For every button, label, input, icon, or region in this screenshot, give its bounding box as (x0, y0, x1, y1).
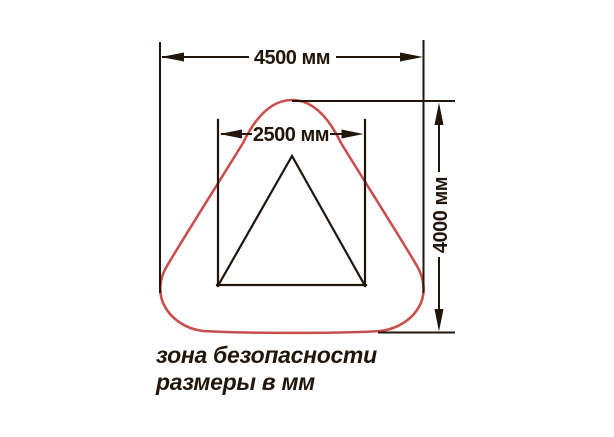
dimension-label-height: 4000 мм (430, 177, 452, 253)
dimension-labels: 4500 мм 2500 мм 4000 мм зона безопасност… (155, 47, 452, 395)
arrowhead-left-icon (161, 52, 184, 62)
dimension-label-outer-width: 4500 мм (254, 47, 330, 69)
arrowhead-up-icon (434, 102, 444, 125)
dimension-lines (159, 40, 455, 334)
structure-frame (215, 118, 368, 288)
safety-zone-outline (159, 98, 425, 335)
structure-triangle (217, 153, 366, 286)
caption-line2: размеры в мм (155, 369, 315, 395)
arrowhead-right-icon (341, 129, 364, 139)
caption-line1: зона безопасности (156, 342, 377, 368)
dimension-label-inner-width: 2500 мм (253, 124, 329, 146)
arrowhead-left-icon (219, 129, 242, 139)
arrowhead-down-icon (434, 309, 444, 332)
arrowhead-right-icon (400, 52, 423, 62)
dimension-arrowheads (161, 52, 444, 332)
